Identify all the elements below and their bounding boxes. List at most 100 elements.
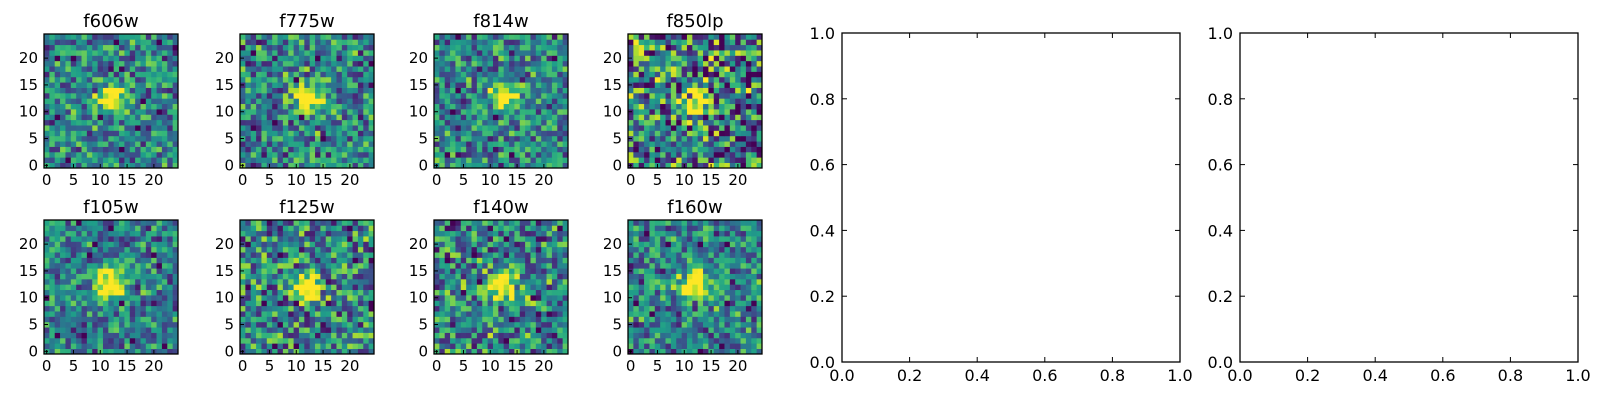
heatmap-pixel — [692, 66, 699, 72]
heatmap-pixel — [756, 284, 763, 291]
heatmap-pixel — [654, 87, 661, 94]
heatmap-pixel — [331, 82, 337, 88]
heatmap-pixel — [282, 311, 289, 317]
heatmap-pixel — [320, 92, 327, 99]
heatmap-pixel — [751, 34, 757, 40]
heatmap-pixel — [65, 141, 72, 147]
heatmap-pixel — [315, 50, 321, 56]
heatmap-pixel — [357, 66, 364, 72]
heatmap-pixel — [288, 300, 294, 307]
heatmap-pixel — [498, 241, 505, 248]
heatmap-pixel — [439, 60, 446, 67]
heatmap-pixel — [352, 119, 359, 126]
heatmap-pixel — [476, 262, 483, 269]
heatmap-pixel — [97, 236, 104, 242]
heatmap-pixel — [325, 337, 332, 344]
heatmap-pixel — [471, 230, 478, 237]
heatmap-pixel — [357, 348, 364, 355]
heatmap-pixel — [665, 66, 672, 72]
heatmap-pixel — [119, 125, 125, 131]
heatmap-pixel — [245, 146, 252, 153]
heatmap-pixel — [557, 50, 563, 56]
heatmap-pixel — [681, 50, 688, 56]
heatmap-pixel — [44, 220, 50, 226]
heatmap-pixel — [654, 103, 661, 110]
heatmap-pixel — [654, 82, 661, 88]
heatmap-pixel — [124, 246, 131, 253]
heatmap-pixel — [546, 135, 553, 142]
heatmap-pixel — [686, 71, 693, 78]
heatmap-pixel — [331, 289, 337, 296]
heatmap-pixel — [681, 151, 688, 158]
heatmap-pixel — [665, 321, 672, 328]
heatmap-pixel — [288, 109, 294, 115]
heatmap-pixel — [76, 225, 82, 232]
heatmap-pixel — [336, 141, 343, 147]
heatmap-pixel — [266, 225, 273, 232]
heatmap-pixel — [525, 257, 531, 264]
heatmap-pixel — [638, 321, 645, 328]
heatmap-pixel — [309, 87, 316, 94]
heatmap-pixel — [70, 225, 77, 232]
y-tick-label: 15 — [19, 262, 38, 280]
heatmap-pixel — [530, 230, 537, 237]
heatmap-pixel — [471, 311, 478, 317]
heatmap-pixel — [161, 268, 168, 274]
heatmap-pixel — [681, 87, 688, 94]
heatmap-pixel — [487, 332, 494, 339]
y-tick-label: 15 — [215, 76, 234, 94]
heatmap-pixel — [76, 262, 82, 269]
heatmap-pixel — [161, 236, 168, 242]
heatmap-pixel — [444, 119, 451, 126]
heatmap-pixel — [482, 295, 488, 301]
heatmap-pixel — [172, 343, 179, 349]
heatmap-pixel — [331, 114, 337, 121]
panel-title: f775w — [279, 11, 334, 32]
heatmap-pixel — [466, 262, 472, 269]
heatmap-pixel — [363, 311, 369, 317]
heatmap-pixel — [751, 295, 757, 301]
heatmap-pixel — [76, 230, 82, 237]
heatmap-pixel — [735, 92, 741, 99]
heatmap-pixel — [450, 92, 456, 99]
heatmap-pixel — [135, 257, 141, 264]
heatmap-pixel — [129, 220, 136, 226]
heatmap-pixel — [331, 119, 337, 126]
heatmap-pixel — [277, 50, 284, 56]
heatmap-pixel — [49, 135, 56, 142]
heatmap-pixel — [172, 305, 179, 312]
heatmap-pixel — [670, 92, 677, 99]
heatmap-pixel — [460, 220, 467, 226]
heatmap-pixel — [751, 130, 757, 137]
heatmap-pixel — [113, 98, 120, 105]
heatmap-pixel — [304, 98, 311, 105]
heatmap-pixel — [341, 295, 348, 301]
heatmap-pixel — [719, 332, 725, 339]
heatmap-pixel — [697, 125, 704, 131]
heatmap-pixel — [681, 337, 688, 344]
heatmap-pixel — [444, 151, 451, 158]
heatmap-pixel — [70, 337, 77, 344]
heatmap-pixel — [535, 44, 542, 51]
heatmap-pixel — [140, 146, 147, 153]
heatmap-pixel — [551, 262, 558, 269]
heatmap-pixel — [724, 268, 731, 274]
heatmap-pixel — [309, 230, 316, 237]
heatmap-pixel — [304, 76, 311, 83]
heatmap-pixel — [92, 289, 98, 296]
heatmap-pixel — [282, 34, 289, 40]
heatmap-pixel — [140, 262, 147, 269]
heatmap-pixel — [557, 151, 563, 158]
heatmap-pixels — [44, 220, 179, 355]
heatmap-pixel — [309, 34, 316, 40]
heatmap-pixel — [341, 337, 348, 344]
heatmap-pixel — [660, 119, 666, 126]
heatmap-pixel — [288, 305, 294, 312]
heatmap-pixel — [708, 284, 715, 291]
heatmap-pixel — [124, 284, 131, 291]
heatmap-pixel — [81, 343, 88, 349]
heatmap-pixel — [156, 103, 163, 110]
heatmap-pixel — [161, 76, 168, 83]
heatmap-pixel — [638, 50, 645, 56]
